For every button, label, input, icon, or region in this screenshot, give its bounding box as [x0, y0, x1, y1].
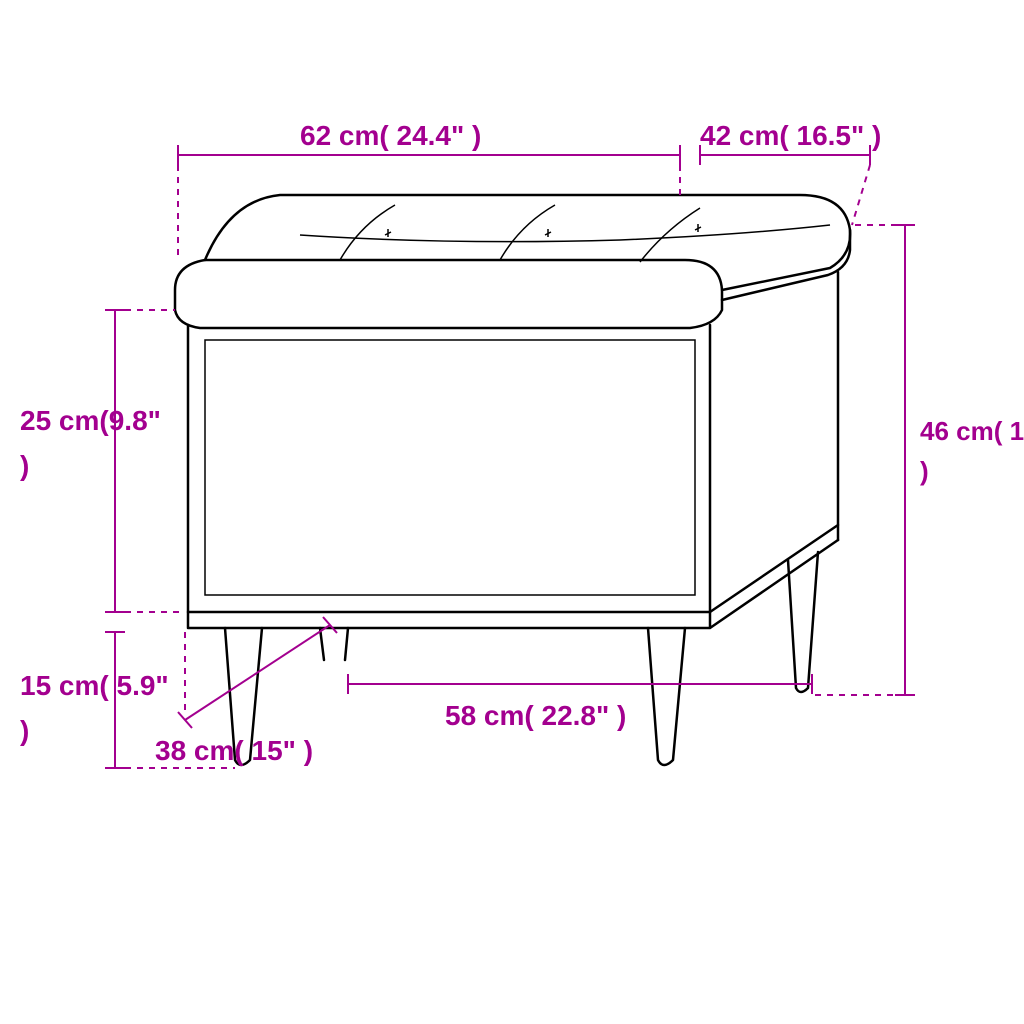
label-total-height-b: )	[920, 456, 929, 486]
label-total-height-a: 46 cm( 18.1"	[920, 416, 1024, 446]
label-side-upper-a: 25 cm(9.8"	[20, 405, 161, 436]
dim-base-width	[348, 674, 812, 694]
label-top-width: 62 cm( 24.4" )	[300, 120, 481, 151]
dimension-labels: 62 cm( 24.4" ) 42 cm( 16.5" ) 25 cm(9.8"…	[20, 120, 1024, 766]
dim-total-height	[815, 225, 915, 695]
label-side-lower-b: )	[20, 715, 29, 746]
dim-base-depth	[178, 617, 337, 728]
product-drawing	[175, 195, 850, 765]
label-base-depth: 38 cm( 15" )	[155, 735, 313, 766]
dimension-lines	[105, 145, 915, 768]
label-base-width: 58 cm( 22.8" )	[445, 700, 626, 731]
label-top-depth: 42 cm( 16.5" )	[700, 120, 881, 151]
dimension-diagram: 62 cm( 24.4" ) 42 cm( 16.5" ) 25 cm(9.8"…	[0, 0, 1024, 1024]
label-side-lower-a: 15 cm( 5.9"	[20, 670, 169, 701]
dim-side-upper	[105, 310, 185, 612]
label-side-upper-b: )	[20, 450, 29, 481]
